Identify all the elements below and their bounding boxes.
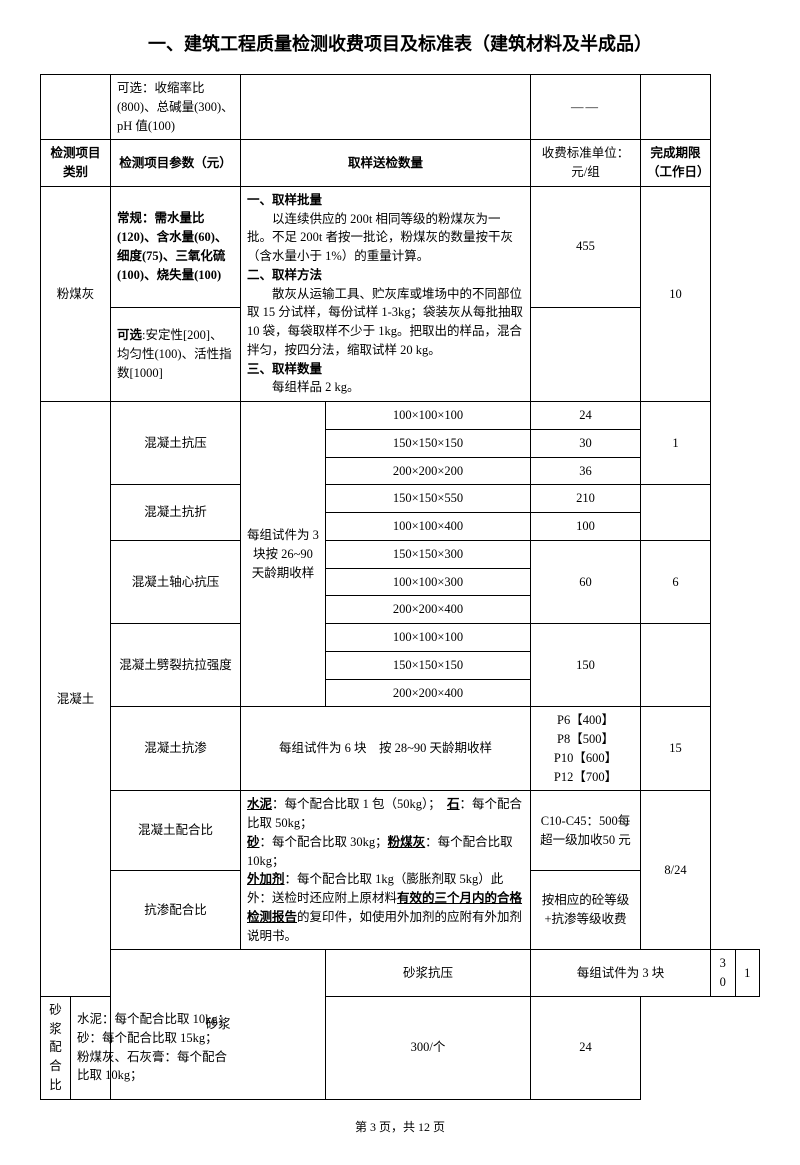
main-table: 可选：收缩率比(800)、总碱量(300)、pH 值(100) —— 检测项目类… [40,74,760,1100]
hnt-kz-1: 混凝土抗折 150×150×550 210 [41,485,760,513]
sj-ky: 砂浆 砂浆抗压 每组试件为 3 块 30 1 [41,950,760,997]
top-params: 可选：收缩率比(800)、总碱量(300)、pH 值(100) [111,75,241,140]
hnt-ks-name: 混凝土抗渗 [111,707,241,791]
sj-phb-name: 砂浆配合比 [41,996,71,1099]
hnt-ky-name: 混凝土抗压 [111,402,241,485]
hdr-days: 完成期限（工作日） [641,140,711,187]
hnt-cat: 混凝土 [41,402,111,997]
sj-phb: 砂浆配合比 水泥：每个配合比取 10kg； 砂：每个配合比取 15kg； 粉煤灰… [41,996,760,1099]
hnt-note: 每组试件为 3 块按 26~90天龄期收样 [241,402,326,707]
top-fee: —— [531,75,641,140]
hnt-ky-1: 混凝土 混凝土抗压 每组试件为 3 块按 26~90天龄期收样 100×100×… [41,402,760,430]
hnt-zx-name: 混凝土轴心抗压 [111,540,241,623]
hnt-ky-days: 1 [641,402,711,485]
hdr-fee: 收费标准单位：元/组 [531,140,641,187]
hnt-pl-1: 混凝土劈裂抗拉强度 100×100×100 150 [41,624,760,652]
hnt-pl-name: 混凝土劈裂抗拉强度 [111,624,241,707]
hnt-phb-desc: 水泥：每个配合比取 1 包（50kg）； 石：每个配合比取 50kg； 砂：每个… [241,791,531,950]
hdr-sample: 取样送检数量 [241,140,531,187]
hnt-phb: 混凝土配合比 水泥：每个配合比取 1 包（50kg）； 石：每个配合比取 50k… [41,791,760,871]
hnt-ks: 混凝土抗渗 每组试件为 6 块 按 28~90 天龄期收样 P6【400】 P8… [41,707,760,791]
hnt-phb-name: 混凝土配合比 [111,791,241,871]
fmh-days: 10 [641,186,711,401]
hnt-ksphb-name: 抗渗配合比 [111,870,241,950]
fmh-p2: 可选:安定性[200]、均匀性(100)、活性指数[1000] [111,307,241,401]
hnt-ks-fee: P6【400】 P8【500】 P10【600】 P12【700】 [531,707,641,791]
hdr-params: 检测项目参数（元） [111,140,241,187]
page-title: 一、建筑工程质量检测收费项目及标准表（建筑材料及半成品） [40,30,760,56]
fmh-row1: 粉煤灰 常规：需水量比(120)、含水量(60)、细度(75)、三氧化硫(100… [41,186,760,307]
hnt-kz-name: 混凝土抗折 [111,485,241,541]
hnt-ky-s1: 100×100×100 [326,402,531,430]
fmh-p1: 常规：需水量比(120)、含水量(60)、细度(75)、三氧化硫(100)、烧失… [111,186,241,307]
hnt-ky-f1: 24 [531,402,641,430]
header-row: 检测项目类别 检测项目参数（元） 取样送检数量 收费标准单位：元/组 完成期限（… [41,140,760,187]
hnt-zx-1: 混凝土轴心抗压 150×150×300 60 6 [41,540,760,568]
fmh-cat: 粉煤灰 [41,186,111,401]
hdr-cat: 检测项目类别 [41,140,111,187]
sj-phb-desc: 水泥：每个配合比取 10kg； 砂：每个配合比取 15kg； 粉煤灰、石灰膏：每… [71,996,241,1099]
fmh-desc: 一、取样批量 以连续供应的 200t 相同等级的粉煤灰为一批。不足 200t 者… [241,186,531,401]
sj-ky-name: 砂浆抗压 [326,950,531,997]
top-row: 可选：收缩率比(800)、总碱量(300)、pH 值(100) —— [41,75,760,140]
fmh-fee: 455 [531,186,641,307]
